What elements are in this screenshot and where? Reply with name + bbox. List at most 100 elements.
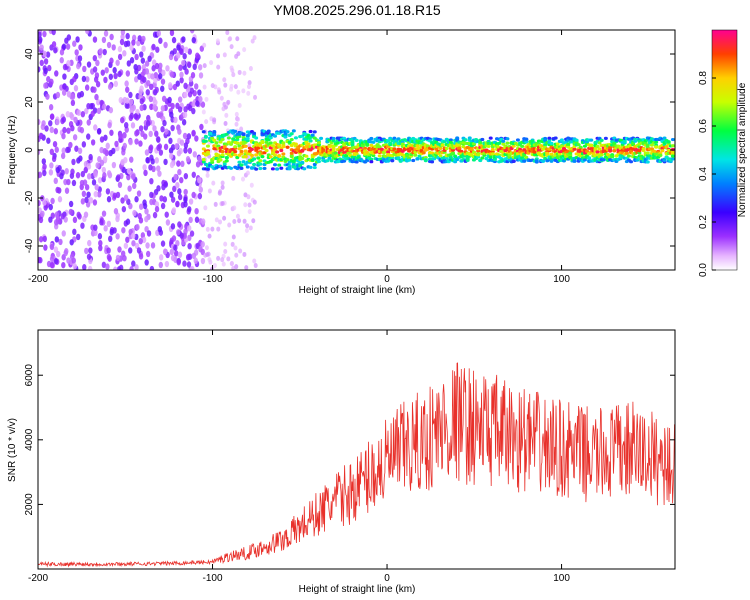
spectrogram-cell [354, 160, 359, 164]
spectrogram-cell [55, 118, 60, 126]
spectrogram-cell [98, 244, 103, 252]
spectrogram-cell [258, 162, 263, 166]
spectrogram-cell [179, 176, 184, 184]
spectrogram-cell [47, 64, 52, 72]
spectrogram-cell [238, 248, 243, 254]
spectrogram-cell [97, 177, 103, 184]
spectrogram-cell [180, 160, 185, 168]
spectrogram-cell [207, 233, 212, 239]
spectrogram-cell [118, 264, 124, 270]
spectrogram-cell [212, 133, 217, 137]
spectrogram-cell [411, 158, 416, 163]
spectrogram-cell [158, 254, 164, 261]
spectrogram-cell [289, 154, 294, 159]
spectrogram-cell [96, 99, 101, 106]
spectrogram-cell [363, 146, 368, 151]
spectrogram-cell [252, 199, 257, 205]
spectrogram-cell [194, 216, 200, 223]
spectrogram-cell [118, 96, 123, 104]
spectrogram-cell [38, 200, 41, 207]
spectrogram-cell [626, 154, 631, 158]
spectrogram-cell [662, 136, 667, 140]
spectrogram-cell [126, 60, 132, 67]
spectrogram-cell [392, 147, 397, 151]
spectrogram-cell [187, 147, 193, 154]
spectrogram-cell [670, 151, 675, 155]
spectrogram-cell [145, 157, 150, 164]
spectrogram-cell [49, 78, 54, 86]
spectrogram-cell [122, 96, 128, 104]
spectrogram-cell [148, 164, 153, 171]
spectrogram-cell [97, 156, 102, 163]
spectrogram-cell [175, 80, 180, 87]
spectrogram-cell [72, 75, 77, 83]
spectrogram-cell [48, 104, 54, 111]
spectrogram-cell [377, 145, 382, 149]
spectrogram-cell [275, 150, 280, 154]
spectrogram-cell [210, 226, 215, 232]
spectrogram-cell [84, 247, 89, 255]
spectrogram-cell [212, 117, 217, 123]
snr-frame [37, 329, 676, 570]
spectrogram-cell [123, 242, 129, 249]
spectrogram-cell [654, 145, 659, 149]
spectrogram-cell [233, 149, 238, 154]
spectrogram-cell [126, 167, 132, 175]
spectrogram-cell [60, 213, 65, 220]
spectrogram-cell [658, 153, 663, 157]
x-tick-label: 0 [384, 573, 390, 584]
spectrogram-cell [73, 116, 78, 124]
spectrogram-cell [55, 166, 60, 174]
spectrogram-cell [107, 83, 113, 90]
spectrogram-cell [237, 218, 242, 224]
spectrogram-cell [369, 157, 374, 161]
spectrogram-cell [239, 149, 244, 154]
spectrogram-cell [329, 159, 334, 163]
spectrogram-cell [65, 110, 71, 118]
spectrogram-cell [467, 136, 472, 140]
spectrogram-cell [134, 130, 139, 137]
spectrogram-cell [202, 42, 207, 48]
spectrogram-cell [524, 137, 529, 141]
spectrogram-cell [287, 167, 292, 171]
spectrogram-cell [64, 187, 70, 194]
spectrogram-cell [84, 84, 90, 91]
spectrogram-cell [95, 81, 101, 88]
spectrogram-cell [113, 208, 119, 215]
spectrogram-cell [245, 165, 250, 169]
spectrogram-cell [66, 60, 71, 67]
spectrogram-cell [296, 167, 301, 171]
spectrogram-cell [608, 145, 613, 150]
spectrogram-cell [335, 141, 340, 145]
spectrogram-cell [108, 73, 114, 80]
spectrogram-cell [654, 140, 659, 144]
spectrogram-cell [70, 113, 75, 121]
spectrogram-cell [49, 261, 55, 269]
spectrogram-cell [72, 134, 78, 141]
spectrogram-cell [463, 138, 468, 142]
spectrogram-cell [115, 233, 120, 240]
spectrogram-cell [120, 116, 125, 124]
spectrogram-cell [283, 133, 288, 137]
spectrogram-cell [247, 80, 252, 86]
x-tick-label: -200 [28, 274, 48, 285]
spectrogram-cell [300, 149, 305, 153]
spectrogram-cell [188, 198, 194, 205]
chart-title: YM08.2025.296.01.18.R15 [273, 2, 441, 18]
spectrogram-cell [177, 128, 182, 135]
spectrogram-cell [149, 191, 154, 199]
spectrogram-cell [48, 216, 53, 223]
spectrogram-cell [187, 206, 192, 213]
spectrogram-cell [86, 133, 91, 140]
spectrogram-cell [92, 36, 98, 43]
spectrogram-cell [179, 71, 184, 78]
spectrogram-cell [624, 151, 629, 155]
spectrogram-cell [85, 76, 90, 83]
spectrogram-cell [117, 246, 122, 253]
spectrogram-cell [218, 158, 223, 162]
spectrogram-cell [413, 153, 418, 157]
spectrogram-cell [102, 148, 108, 155]
spectrogram-cell [222, 52, 227, 58]
spectrogram-cell [216, 53, 221, 59]
spectrogram-cell [191, 100, 196, 108]
